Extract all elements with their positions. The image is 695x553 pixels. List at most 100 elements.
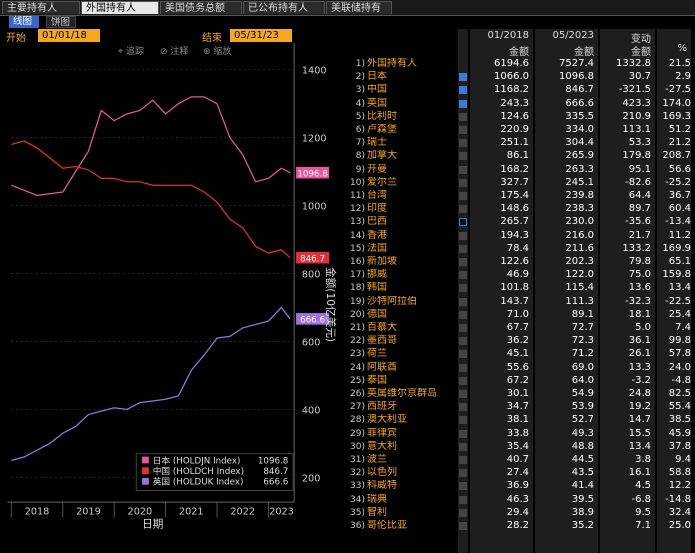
series-checkbox[interactable] [459, 99, 467, 108]
series-checkbox[interactable] [459, 456, 467, 464]
end-date-input[interactable]: 05/31/23 [230, 29, 292, 42]
holder-name-link[interactable]: 意大利 [367, 440, 397, 452]
table-row[interactable]: 26) 英属维尔京群岛 30.1 54.9 24.8 82.5 [350, 388, 693, 400]
series-checkbox[interactable] [459, 152, 467, 161]
series-checkbox[interactable] [459, 231, 467, 240]
series-checkbox[interactable] [459, 126, 467, 134]
table-row[interactable]: 20) 德国 71.0 89.1 18.1 25.4 [350, 309, 693, 321]
holder-name-link[interactable]: 英属维尔京群岛 [367, 388, 437, 399]
series-checkbox[interactable] [459, 350, 467, 359]
series-checkbox[interactable] [459, 192, 467, 200]
series-checkbox[interactable] [459, 205, 467, 214]
series-checkbox[interactable] [459, 390, 467, 398]
series-checkbox[interactable] [459, 495, 467, 504]
series-checkbox[interactable] [459, 284, 467, 293]
table-row[interactable]: 27) 西班牙 34.7 53.9 19.2 55.4 [350, 401, 693, 413]
holder-name-link[interactable]: 菲律宾 [367, 427, 397, 439]
table-row[interactable]: 31) 波兰 40.7 44.5 3.8 9.4 [350, 454, 693, 466]
holder-name-link[interactable]: 印度 [367, 203, 387, 215]
series-checkbox[interactable] [459, 310, 467, 319]
table-row[interactable]: 10) 爱尔兰 327.7 245.1 -82.6 -25.2 [350, 177, 693, 189]
series-checkbox[interactable] [459, 403, 467, 412]
zoom-button[interactable]: ⊕ 缩放 [203, 47, 232, 57]
table-row[interactable]: 6) 卢森堡 220.9 334.0 113.1 51.2 [350, 124, 693, 136]
tab-reported-holders[interactable]: 已公布持有人 [243, 1, 325, 14]
table-row[interactable]: 24) 阿联酋 55.6 69.0 13.3 24.0 [350, 362, 693, 374]
tab-major-holders[interactable]: 主要持有人 [2, 1, 80, 14]
table-row[interactable]: 1) 外国持有人 6194.6 7527.4 1332.8 21.5 [350, 58, 693, 70]
table-row[interactable]: 33) 科威特 36.9 41.4 4.5 12.2 [350, 480, 693, 492]
series-checkbox[interactable] [459, 86, 467, 95]
series-checkbox[interactable] [459, 469, 467, 478]
holder-name-link[interactable]: 新加坡 [367, 256, 397, 267]
track-button[interactable]: ⌖ 追踪 [118, 47, 144, 57]
holder-name-link[interactable]: 沙特阿拉伯 [367, 295, 417, 307]
holdings-line-chart[interactable]: 200 400 600 800 1000 1200 1400 2018 2019 2020 202… [2, 43, 348, 537]
table-row[interactable]: 23) 荷兰 45.1 71.2 26.1 57.8 [350, 348, 693, 360]
annotate-button[interactable]: ⊘ 注释 [160, 47, 189, 57]
holder-name-link[interactable]: 墨西哥 [367, 335, 397, 347]
holder-name-link[interactable]: 哥伦比亚 [367, 520, 407, 531]
table-row[interactable]: 9) 开曼 168.2 263.3 95.1 56.6 [350, 164, 693, 176]
subtab-line-chart[interactable]: 线图 [9, 16, 39, 28]
series-checkbox[interactable] [459, 429, 467, 438]
holder-name-link[interactable]: 波兰 [367, 454, 387, 465]
table-row[interactable]: 11) 台湾 175.4 239.8 64.4 36.7 [350, 190, 693, 202]
series-checkbox[interactable] [459, 112, 467, 121]
series-checkbox[interactable] [459, 337, 467, 346]
series-checkbox[interactable] [459, 271, 467, 280]
holder-name-link[interactable]: 开曼 [367, 163, 387, 175]
holder-name-link[interactable]: 瑞士 [367, 137, 387, 149]
holder-name-link[interactable]: 德国 [367, 308, 387, 320]
series-checkbox[interactable] [459, 165, 467, 174]
table-row[interactable]: 13) 巴西 265.7 230.0 -35.6 -13.4 [350, 216, 693, 228]
series-checkbox[interactable] [459, 244, 467, 253]
table-row[interactable]: 17) 挪威 46.9 122.0 75.0 159.8 [350, 269, 693, 281]
table-row[interactable]: 18) 韩国 101.8 115.4 13.6 13.4 [350, 282, 693, 294]
table-row[interactable]: 5) 比利时 124.6 335.5 210.9 169.3 [350, 111, 693, 123]
table-row[interactable]: 34) 瑞典 46.3 39.5 -6.8 -14.8 [350, 494, 693, 506]
table-row[interactable]: 8) 加拿大 86.1 265.9 179.8 208.7 [350, 150, 693, 162]
holder-name-link[interactable]: 比利时 [367, 110, 397, 122]
table-row[interactable]: 36) 哥伦比亚 28.2 35.2 7.1 25.0 [350, 520, 693, 532]
table-row[interactable]: 19) 沙特阿拉伯 143.7 111.3 -32.3 -22.5 [350, 296, 693, 308]
holder-name-link[interactable]: 爱尔兰 [367, 176, 397, 188]
series-checkbox[interactable] [459, 258, 467, 266]
holder-name-link[interactable]: 百慕大 [367, 322, 397, 333]
series-checkbox[interactable] [459, 482, 467, 491]
holder-name-link[interactable]: 外国持有人 [367, 58, 417, 69]
holder-name-link[interactable]: 卢森堡 [367, 124, 397, 135]
series-checkbox[interactable] [459, 508, 467, 517]
series-checkbox[interactable] [459, 442, 467, 451]
holder-name-link[interactable]: 荷兰 [367, 348, 387, 360]
holder-name-link[interactable]: 澳大利亚 [367, 414, 407, 426]
series-checkbox[interactable] [459, 363, 467, 372]
tab-total-us-debt[interactable]: 美国债务总额 [160, 1, 242, 14]
table-row[interactable]: 4) 英国 243.3 666.6 423.3 174.0 [350, 98, 693, 110]
holder-name-link[interactable]: 中国 [367, 84, 387, 96]
table-row[interactable]: 16) 新加坡 122.6 202.3 79.8 65.1 [350, 256, 693, 268]
series-checkbox[interactable] [459, 324, 467, 332]
table-row[interactable]: 35) 智利 29.4 38.9 9.5 32.4 [350, 507, 693, 519]
holder-name-link[interactable]: 巴西 [367, 216, 387, 228]
table-row[interactable]: 32) 以色列 27.4 43.5 16.1 58.8 [350, 467, 693, 479]
table-row[interactable]: 2) 日本 1066.0 1096.8 30.7 2.9 [350, 71, 693, 83]
holder-name-link[interactable]: 加拿大 [367, 150, 397, 162]
table-row[interactable]: 7) 瑞士 251.1 304.4 53.3 21.2 [350, 137, 693, 149]
series-checkbox[interactable] [459, 522, 467, 530]
holder-name-link[interactable]: 智利 [367, 506, 387, 518]
series-checkbox[interactable] [459, 218, 467, 227]
holder-name-link[interactable]: 挪威 [367, 269, 387, 281]
table-row[interactable]: 15) 法国 78.4 211.6 133.2 169.9 [350, 243, 693, 255]
table-row[interactable]: 14) 香港 194.3 216.0 21.7 11.2 [350, 230, 693, 242]
table-row[interactable]: 28) 澳大利亚 38.1 52.7 14.7 38.5 [350, 414, 693, 426]
series-checkbox[interactable] [459, 73, 467, 82]
table-row[interactable]: 22) 墨西哥 36.2 72.3 36.1 99.8 [350, 335, 693, 347]
table-row[interactable]: 29) 菲律宾 33.8 49.3 15.5 45.9 [350, 428, 693, 440]
series-checkbox[interactable] [459, 178, 467, 187]
holder-name-link[interactable]: 瑞典 [367, 493, 387, 505]
holder-name-link[interactable]: 西班牙 [367, 401, 397, 413]
holder-name-link[interactable]: 泰国 [367, 374, 387, 386]
tab-foreign-holders[interactable]: 外国持有人 [81, 1, 159, 14]
table-row[interactable]: 30) 意大利 35.4 48.8 13.4 37.8 [350, 441, 693, 453]
